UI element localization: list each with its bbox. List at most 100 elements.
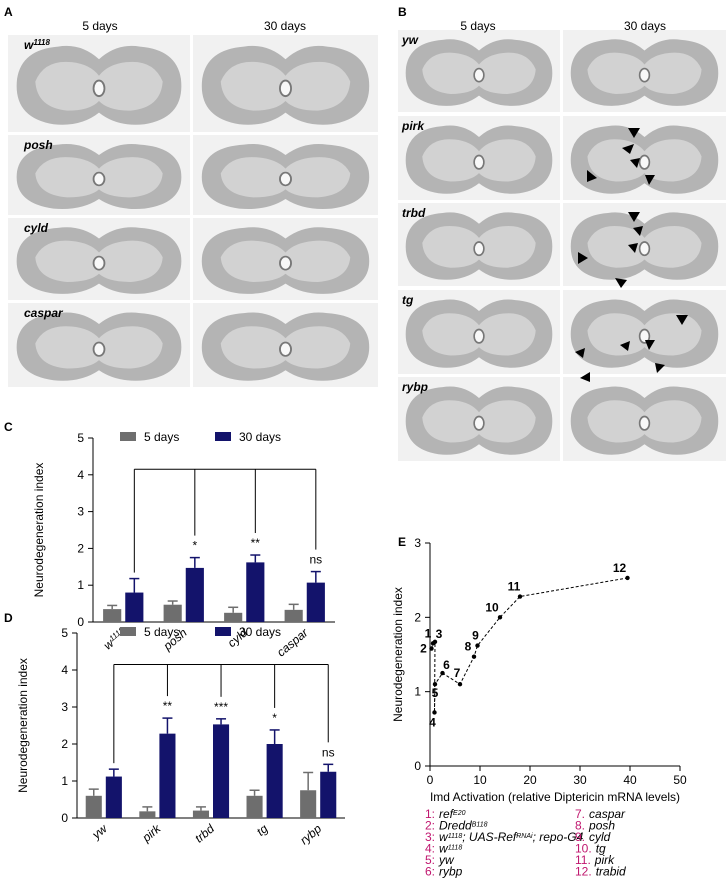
x-tick-label: 20 xyxy=(523,773,537,787)
row-label: trbd xyxy=(402,206,426,220)
x-tick-label: trbd xyxy=(192,821,217,845)
column-header: 30 days xyxy=(624,19,666,33)
legend-text: ref xyxy=(439,807,455,821)
point-label: 11 xyxy=(508,580,521,594)
bar xyxy=(224,612,243,622)
row-label-part: pirk xyxy=(401,119,425,133)
bar xyxy=(85,795,102,818)
legend-entry: 9. cyld xyxy=(575,830,611,844)
y-tick-label: 1 xyxy=(414,685,421,699)
legend-text: w xyxy=(439,830,449,844)
y-tick-label: 5 xyxy=(77,431,84,445)
y-tick-label: 0 xyxy=(414,759,421,773)
point-label: 6 xyxy=(443,658,450,672)
row-label: rybp xyxy=(402,380,428,394)
legend-entry: 3: w1118; UAS-RefRNAi; repo-G4 xyxy=(425,830,584,844)
y-tick-label: 1 xyxy=(77,578,84,592)
legend-number: 1: xyxy=(425,807,435,821)
row-label-part: yw xyxy=(401,33,419,47)
legend-number: 11. xyxy=(575,853,591,867)
row-label: pirk xyxy=(401,119,425,133)
significance-label: ns xyxy=(322,745,335,759)
row-label-part: caspar xyxy=(24,306,64,320)
point-label: 7 xyxy=(454,666,461,680)
panel-label: D xyxy=(4,611,13,625)
column-header: 30 days xyxy=(264,19,306,33)
data-point xyxy=(457,682,463,687)
bar xyxy=(306,582,325,622)
legend-entry: 8. posh xyxy=(575,819,615,833)
micrographs-a xyxy=(8,35,378,387)
legend-text: E20 xyxy=(453,810,466,817)
x-tick-label-part: pirk xyxy=(139,821,164,845)
x-tick-label: 10 xyxy=(473,773,487,787)
legend-swatch xyxy=(120,627,136,636)
legend-text: Dredd xyxy=(439,819,472,833)
y-tick-label: 3 xyxy=(61,700,68,714)
point-label: 9 xyxy=(472,629,479,643)
row-label: w1118 xyxy=(24,38,51,53)
data-point xyxy=(517,594,523,599)
legend-entry: 11. pirk xyxy=(575,853,615,867)
legend-text: yw xyxy=(438,853,455,867)
point-label: 2 xyxy=(420,642,427,656)
bar xyxy=(125,592,144,622)
row-label: tg xyxy=(402,293,414,307)
data-point xyxy=(497,615,503,620)
data-point xyxy=(475,643,480,648)
panel-label: C xyxy=(4,420,13,434)
bar xyxy=(163,604,182,622)
panel-label: A xyxy=(4,5,13,19)
y-tick-label: 4 xyxy=(77,468,84,482)
significance-label: * xyxy=(192,539,197,553)
trend-line xyxy=(431,577,628,713)
y-tick-label: 3 xyxy=(414,536,421,550)
bar xyxy=(105,776,122,818)
y-tick-label: 0 xyxy=(77,615,84,629)
legend-text: caspar xyxy=(589,807,626,821)
legend-number: 3: xyxy=(425,830,435,844)
legend-entry: 1: refE20 xyxy=(425,807,466,821)
x-tick-label-part: tg xyxy=(254,821,271,838)
legend-text: 1118 xyxy=(448,844,463,851)
legend-text: tg xyxy=(596,842,606,856)
point-label: 8 xyxy=(465,640,472,654)
row-label: caspar xyxy=(24,306,64,320)
y-axis-label: Neurodegeneration index xyxy=(16,658,30,793)
x-tick-label: 40 xyxy=(623,773,637,787)
x-tick-label: rybp xyxy=(297,821,324,847)
y-tick-label: 2 xyxy=(77,541,84,555)
bar xyxy=(320,771,337,818)
legend-text: RNAi xyxy=(516,833,533,840)
bar xyxy=(266,744,283,818)
y-axis-label: Neurodegeneration index xyxy=(391,587,405,722)
bar xyxy=(192,810,209,818)
legend-label: 30 days xyxy=(239,625,281,639)
point-label: 5 xyxy=(432,686,439,700)
arrowheads xyxy=(575,128,688,382)
significance-label: * xyxy=(272,711,277,725)
legend-number: 9. xyxy=(575,830,585,844)
point-label: 3 xyxy=(436,627,443,641)
y-tick-label: 2 xyxy=(61,737,68,751)
row-label-sup: 1118 xyxy=(33,38,50,47)
bar xyxy=(284,609,303,622)
legend-text: rybp xyxy=(439,865,463,879)
legend-entry: 12. trabid xyxy=(575,865,626,879)
bar xyxy=(159,733,176,818)
row-label-part: cyld xyxy=(24,221,49,235)
y-tick-label: 4 xyxy=(61,663,68,677)
y-tick-label: 0 xyxy=(61,811,68,825)
x-tick-label: yw xyxy=(89,821,111,843)
legend-number: 5: xyxy=(425,853,435,867)
bar xyxy=(246,795,263,818)
legend-text: trabid xyxy=(596,865,626,879)
y-tick-label: 1 xyxy=(61,774,68,788)
data-point xyxy=(625,575,630,581)
legend-number: 4: xyxy=(425,842,435,856)
x-tick-label: tg xyxy=(254,821,271,838)
x-tick-label-part: yw xyxy=(89,821,111,843)
panel-label: B xyxy=(398,5,407,19)
legend-text: B118 xyxy=(472,821,488,828)
